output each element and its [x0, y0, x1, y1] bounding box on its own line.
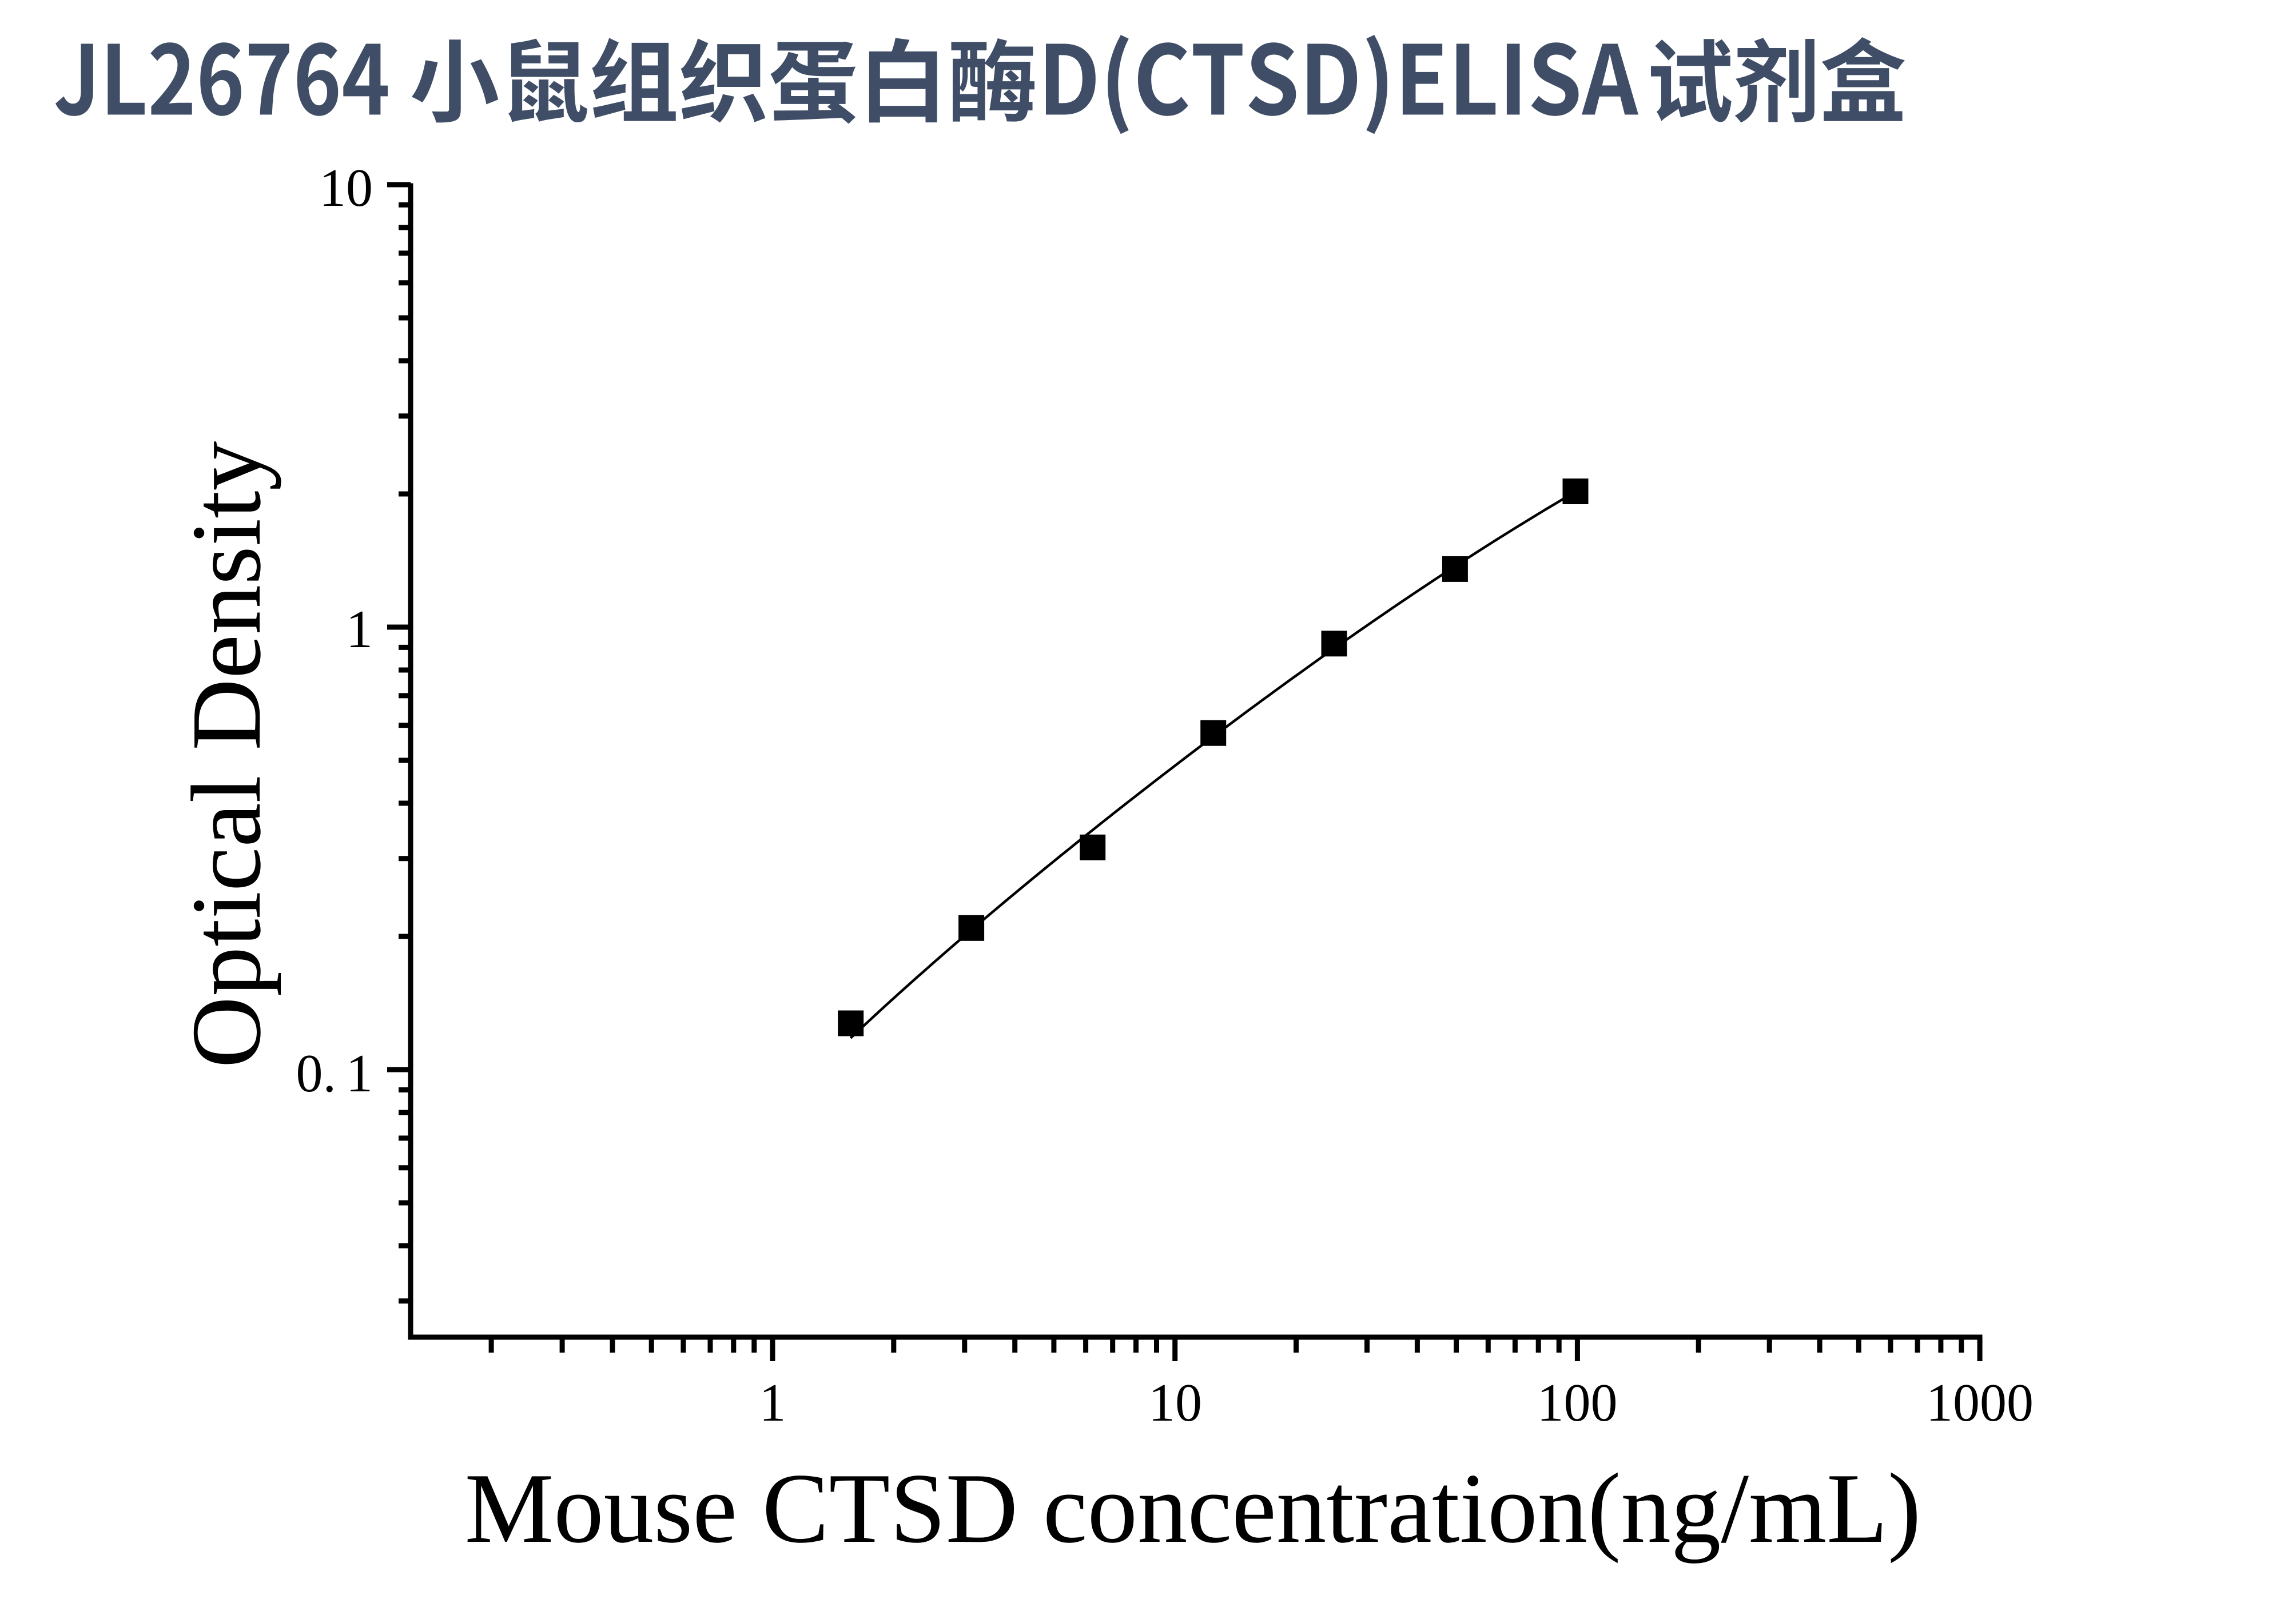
- svg-text:10: 10: [319, 158, 373, 218]
- svg-text:1000: 1000: [1926, 1373, 2034, 1433]
- svg-text:0.: 0.: [296, 1044, 337, 1103]
- svg-text:10: 10: [1148, 1373, 1202, 1433]
- svg-text:1: 1: [759, 1373, 786, 1433]
- svg-text:1: 1: [346, 1044, 373, 1103]
- svg-text:100: 100: [1537, 1373, 1618, 1433]
- svg-text:Optical Density: Optical Density: [171, 441, 281, 1068]
- svg-text:Mouse CTSD concentration(ng/mL: Mouse CTSD concentration(ng/mL): [465, 1453, 1921, 1564]
- svg-text:1: 1: [346, 600, 373, 659]
